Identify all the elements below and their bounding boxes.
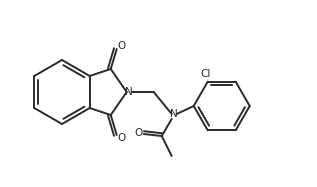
Text: O: O (118, 41, 126, 51)
Text: O: O (135, 128, 143, 138)
Text: Cl: Cl (201, 69, 211, 79)
Text: O: O (118, 133, 126, 143)
Text: N: N (125, 87, 133, 97)
Text: N: N (170, 109, 178, 119)
